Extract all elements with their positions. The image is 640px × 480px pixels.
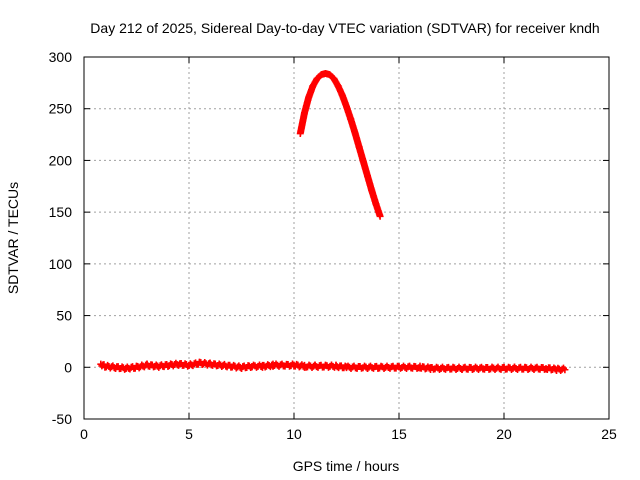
x-axis-label: GPS time / hours: [293, 458, 400, 474]
chart-title: Day 212 of 2025, Sidereal Day-to-day VTE…: [90, 20, 599, 36]
grid: [84, 57, 609, 419]
axis-ticks: 0 5 10 15 20 25 -50 0 50 100 150 200 250 300: [49, 49, 617, 442]
data-point-group: [553, 364, 569, 375]
x-tick-label: 20: [496, 426, 512, 442]
x-tick-label: 0: [80, 426, 88, 442]
y-tick-label: 100: [49, 256, 73, 272]
x-tick-label: 5: [185, 426, 193, 442]
y-axis-label: SDTVAR / TECUs: [5, 182, 21, 294]
y-tick-label: -50: [52, 411, 72, 427]
series-2: [296, 70, 384, 220]
data-point-group: [372, 200, 384, 220]
plot-frame: [83, 56, 610, 420]
x-tick-label: 15: [391, 426, 407, 442]
y-tick-label: 250: [49, 101, 73, 117]
x-tick-label: 25: [601, 426, 617, 442]
y-tick-label: 200: [49, 152, 73, 168]
y-tick-label: 50: [56, 308, 72, 324]
data-series: [97, 70, 569, 375]
x-tick-label: 10: [286, 426, 302, 442]
series-1: [97, 358, 569, 375]
y-tick-label: 300: [49, 49, 73, 65]
y-tick-label: 150: [49, 204, 73, 220]
y-tick-label: 0: [64, 359, 72, 375]
